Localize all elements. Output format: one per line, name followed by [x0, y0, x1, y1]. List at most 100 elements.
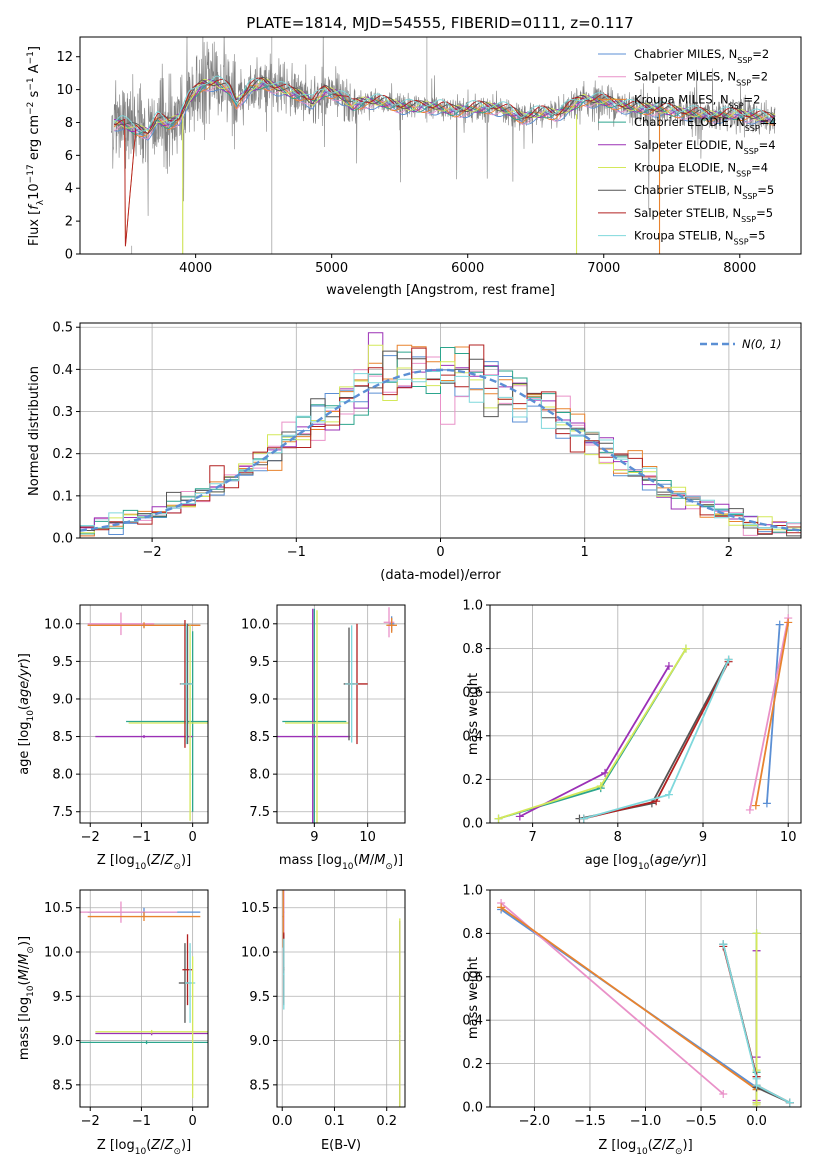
mass-vs-Z-ylabel: mass [log10(M/M⊙)] — [17, 936, 36, 1060]
spectrum-legend-label-5: Kroupa ELODIE, NSSP=4 — [634, 161, 768, 179]
weight-vs-age-marker-5-0 — [494, 814, 503, 823]
age-vs-Z-ytick-label-5: 10.0 — [44, 617, 73, 632]
mass-vs-EBV-ytick-label-1: 9.0 — [249, 1034, 270, 1049]
weight-vs-Z-marker-5-3 — [752, 1100, 761, 1107]
spectrum-legend-label-1: Salpeter MILES, NSSP=2 — [634, 70, 768, 88]
weight-vs-Z-xtick-label-4: 0.0 — [746, 1114, 767, 1129]
residuals-xtick-label-2: 0 — [436, 545, 444, 560]
mass-vs-Z-point-1 — [80, 901, 178, 923]
weight-vs-Z-ytick-label-4: 0.8 — [462, 927, 483, 942]
age-vs-Z-plot-area — [80, 605, 208, 823]
age-vs-Z-ytick-label-1: 8.0 — [52, 768, 73, 783]
weight-vs-Z-xtick-label-1: −1.5 — [574, 1114, 606, 1129]
age-vs-mass-ytick-label-3: 9.0 — [249, 692, 270, 707]
age-vs-mass-ytick-label-1: 8.0 — [249, 768, 270, 783]
mass-vs-Z-xtick-label-0: −2 — [81, 1114, 100, 1129]
spectrum-xtick-label-1: 5000 — [315, 261, 348, 276]
weight-vs-age-marker-1-0 — [745, 805, 754, 814]
weight-vs-age-xtick-label-2: 9 — [699, 830, 707, 845]
weight-vs-Z-marker-8-0 — [719, 940, 728, 949]
weight-vs-Z-xtick-label-0: −2.0 — [519, 1114, 551, 1129]
weight-vs-age-frame — [489, 604, 802, 824]
age-vs-mass-ytick-label-2: 8.5 — [249, 730, 270, 745]
age-vs-mass-point-3 — [282, 608, 347, 823]
mass-vs-EBV-xtick-label-0: 0.0 — [272, 1114, 293, 1129]
age-vs-Z-ytick-label-0: 7.5 — [52, 805, 73, 820]
spectrum-ytick-label-1: 2 — [65, 215, 73, 230]
age-vs-Z-point-8 — [180, 623, 193, 745]
mass-vs-EBV-plot-area — [277, 890, 405, 1107]
mass-vs-EBV-xtick-label-2: 0.2 — [376, 1114, 397, 1129]
weight-vs-age-ytick-label-0: 0.0 — [462, 817, 483, 832]
weight-vs-Z-xlabel: Z [log10(Z/Z⊙)] — [598, 1138, 692, 1157]
weight-vs-age-line-6 — [579, 659, 730, 820]
age-vs-Z-xtick-label-1: −1 — [132, 830, 151, 845]
weight-vs-age-marker-5-1 — [596, 781, 605, 790]
weight-vs-age-marker-4-1 — [601, 768, 610, 777]
weight-vs-age-ytick-label-2: 0.4 — [462, 729, 483, 744]
spectrum-xtick-label-3: 7000 — [587, 261, 620, 276]
residuals-ytick-label-4: 0.4 — [52, 363, 73, 378]
mass-vs-EBV-frame — [276, 889, 406, 1108]
spectrum-ytick-label-2: 4 — [65, 182, 73, 197]
weight-vs-age-xlabel: age [log10(age/yr)] — [585, 853, 707, 872]
spectrum-legend-label-2: Kroupa MILES, NSSP=2 — [634, 92, 760, 110]
residuals-xtick-label-3: 1 — [581, 545, 589, 560]
residual-legend-label: N(0, 1) — [742, 337, 782, 351]
weight-vs-age-marker-5-2 — [681, 644, 690, 653]
age-vs-Z-point-5 — [128, 625, 208, 821]
weight-vs-age-marker-2-0 — [751, 801, 760, 810]
weight-vs-Z-plot-area — [490, 890, 801, 1107]
weight-vs-Z-ytick-label-3: 0.6 — [462, 970, 483, 985]
residual-normal-curve — [80, 368, 801, 532]
mass-vs-Z-point-7 — [182, 934, 193, 1006]
weight-vs-Z-marker-2-0 — [497, 903, 506, 912]
residuals-ytick-label-3: 0.3 — [52, 405, 73, 420]
weight-vs-age-line-1 — [749, 617, 790, 811]
weight-vs-Z-marker-8-2 — [752, 1081, 761, 1090]
weight-vs-age-xtick-label-0: 7 — [528, 830, 536, 845]
mass-vs-EBV-ytick-label-0: 8.5 — [249, 1078, 270, 1093]
spectrum-ytick-label-5: 10 — [56, 83, 73, 98]
age-vs-mass-plot-area — [277, 605, 405, 823]
spectrum-panel: 4000 5000 6000 7000 8000 0 2 4 6 8 10 12 Chabrier MI… — [26, 36, 802, 298]
weight-vs-age-ytick-label-4: 0.8 — [462, 642, 483, 657]
residuals-ytick-label-0: 0.0 — [52, 532, 73, 547]
residuals-frame — [79, 322, 802, 539]
age-vs-Z-xlabel: Z [log10(Z/Z⊙)] — [97, 853, 191, 872]
mass-vs-EBV-panel: 0.0 0.1 0.2 8.5 9.0 9.5 10.0 10.5 E(B-V) — [241, 889, 406, 1153]
age-vs-mass-panel: 9 10 7.5 8.0 8.5 9.0 9.5 10.0 mass [log10(M/M⊙)] — [241, 604, 406, 872]
spectrum-legend-label-7: Salpeter STELIB, NSSP=5 — [634, 206, 773, 224]
weight-vs-age-line-2 — [754, 622, 790, 806]
spectrum-ylabel: Flux [fλ10−17 erg cm−2 s−1 A−1] — [26, 46, 46, 246]
age-vs-Z-xtick-label-2: 0 — [188, 830, 196, 845]
weight-vs-age-ytick-label-3: 0.6 — [462, 686, 483, 701]
weight-vs-age-marker-4-0 — [515, 812, 524, 821]
residuals-xtick-label-1: −1 — [287, 545, 306, 560]
mass-vs-Z-xtick-label-2: 0 — [188, 1114, 196, 1129]
weight-vs-age-marker-2-1 — [784, 618, 793, 627]
spectrum-series-4 — [113, 79, 776, 132]
weight-vs-Z-frame — [489, 889, 802, 1108]
weight-vs-age-marker-0-1 — [775, 620, 784, 629]
weight-vs-Z-panel: −2.0 −1.5 −1.0 −0.5 0.0 0.0 0.2 0.4 0.6 0.8 1.0 Z [… — [462, 884, 802, 1157]
page-title: PLATE=1814, MJD=54555, FIBERID=0111, z=0… — [246, 14, 633, 32]
weight-vs-Z-ytick-label-5: 1.0 — [462, 884, 483, 899]
age-vs-mass-ytick-label-4: 9.5 — [249, 655, 270, 670]
weight-vs-age-marker-8-0 — [579, 814, 588, 823]
spectrum-ytick-label-0: 0 — [65, 248, 73, 263]
weight-vs-Z-xtick-label-2: −1.0 — [630, 1114, 662, 1129]
weight-vs-age-marker-0-0 — [762, 799, 771, 808]
mass-vs-Z-point-3 — [80, 1040, 208, 1045]
mass-vs-Z-ytick-label-3: 10.0 — [44, 946, 73, 961]
residuals-ylabel: Normed distribution — [27, 366, 42, 496]
age-vs-mass-xlabel: mass [log10(M/M⊙)] — [279, 853, 403, 872]
weight-vs-Z-xtick-label-3: −0.5 — [685, 1114, 717, 1129]
spectrum-ytick-label-6: 12 — [56, 50, 73, 65]
mass-vs-Z-ytick-label-0: 8.5 — [52, 1078, 73, 1093]
mass-vs-EBV-ytick-label-2: 9.5 — [249, 990, 270, 1005]
residuals-xtick-label-4: 2 — [725, 545, 733, 560]
weight-vs-age-marker-8-2 — [724, 655, 733, 664]
mass-vs-Z-point-8 — [184, 943, 196, 1023]
residuals-xtick-label-0: −2 — [143, 545, 162, 560]
